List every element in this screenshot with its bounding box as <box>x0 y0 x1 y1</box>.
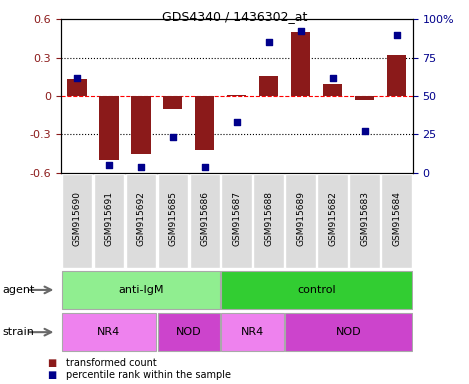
Text: GSM915686: GSM915686 <box>200 191 209 247</box>
Text: GSM915684: GSM915684 <box>392 192 401 246</box>
Point <box>169 134 177 141</box>
FancyBboxPatch shape <box>221 313 284 351</box>
Bar <box>131 96 151 154</box>
FancyBboxPatch shape <box>158 174 188 268</box>
Point <box>393 31 401 38</box>
Bar <box>355 96 374 100</box>
FancyBboxPatch shape <box>189 174 220 268</box>
Text: GSM915688: GSM915688 <box>265 191 273 247</box>
Bar <box>323 84 342 96</box>
Point <box>137 164 144 170</box>
FancyBboxPatch shape <box>286 313 412 351</box>
Text: GSM915691: GSM915691 <box>105 191 113 247</box>
Text: GDS4340 / 1436302_at: GDS4340 / 1436302_at <box>162 10 307 23</box>
Text: GSM915689: GSM915689 <box>296 191 305 247</box>
Text: ■: ■ <box>47 370 56 380</box>
Point <box>233 119 241 125</box>
FancyBboxPatch shape <box>94 174 124 268</box>
Bar <box>387 55 406 96</box>
FancyBboxPatch shape <box>61 271 220 309</box>
Text: strain: strain <box>2 327 34 337</box>
Text: transformed count: transformed count <box>66 358 156 368</box>
FancyBboxPatch shape <box>158 313 220 351</box>
Text: anti-IgM: anti-IgM <box>118 285 164 295</box>
Text: GSM915685: GSM915685 <box>168 191 177 247</box>
Point <box>105 162 113 168</box>
FancyBboxPatch shape <box>61 174 92 268</box>
Text: NR4: NR4 <box>241 327 265 337</box>
Bar <box>259 76 279 96</box>
Text: percentile rank within the sample: percentile rank within the sample <box>66 370 231 380</box>
FancyBboxPatch shape <box>381 174 412 268</box>
FancyBboxPatch shape <box>221 271 412 309</box>
Bar <box>195 96 214 150</box>
Text: ■: ■ <box>47 358 56 368</box>
Text: GSM915690: GSM915690 <box>72 191 82 247</box>
Text: agent: agent <box>2 285 35 295</box>
Point <box>297 28 304 35</box>
Text: NOD: NOD <box>176 327 202 337</box>
Bar <box>99 96 119 160</box>
FancyBboxPatch shape <box>126 174 156 268</box>
Text: NOD: NOD <box>336 327 362 337</box>
FancyBboxPatch shape <box>61 313 156 351</box>
FancyBboxPatch shape <box>318 174 348 268</box>
Text: GSM915692: GSM915692 <box>136 192 145 246</box>
Point <box>265 39 272 45</box>
Point <box>201 164 209 170</box>
Text: GSM915682: GSM915682 <box>328 192 337 246</box>
Text: control: control <box>297 285 336 295</box>
FancyBboxPatch shape <box>349 174 380 268</box>
Text: NR4: NR4 <box>97 327 121 337</box>
Bar <box>291 32 310 96</box>
FancyBboxPatch shape <box>286 174 316 268</box>
Bar <box>163 96 182 109</box>
FancyBboxPatch shape <box>221 174 252 268</box>
Point <box>329 74 337 81</box>
Text: GSM915683: GSM915683 <box>360 191 369 247</box>
Bar <box>68 79 87 96</box>
FancyBboxPatch shape <box>253 174 284 268</box>
Text: GSM915687: GSM915687 <box>232 191 242 247</box>
Point <box>361 128 369 134</box>
Bar <box>227 95 246 96</box>
Point <box>73 74 81 81</box>
